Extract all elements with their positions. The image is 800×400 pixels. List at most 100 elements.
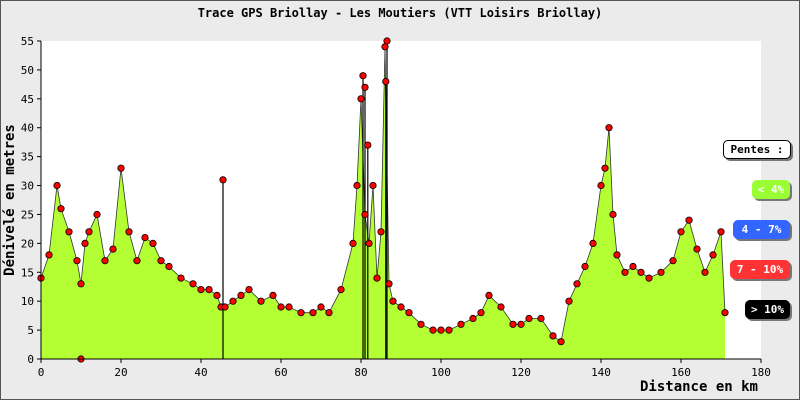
profile-point (525, 314, 533, 323)
profile-point (325, 309, 333, 317)
profile-point (609, 210, 617, 219)
profile-point (213, 291, 221, 299)
profile-point (73, 257, 81, 265)
x-tick-label: 140 (591, 366, 611, 379)
legend-entry-gt10: > 10% (745, 300, 790, 319)
profile-point (721, 309, 729, 317)
profile-point (589, 239, 597, 247)
profile-point (157, 257, 165, 265)
profile-point (629, 262, 637, 271)
profile-point (429, 326, 437, 334)
profile-point (361, 210, 369, 219)
spike-point (364, 141, 372, 149)
spike-point (359, 72, 367, 80)
profile-point (509, 320, 517, 328)
profile-point (457, 320, 465, 328)
x-tick-label: 20 (114, 366, 127, 379)
profile-point (277, 303, 285, 311)
profile-point (53, 181, 61, 190)
profile-point (357, 95, 365, 103)
profile-point (601, 164, 609, 172)
profile-point (605, 124, 613, 132)
profile-point (645, 274, 653, 282)
profile-point (685, 216, 693, 224)
y-tick-label: 5 (27, 324, 34, 337)
profile-point (565, 297, 573, 305)
legend-entry-7-10: 7 - 10% (730, 260, 790, 279)
profile-point (141, 234, 149, 242)
profile-point (165, 262, 173, 271)
profile-point (717, 228, 725, 236)
profile-point (637, 268, 645, 276)
profile-point (417, 320, 425, 328)
x-tick-label: 120 (511, 366, 531, 379)
profile-point (377, 228, 385, 236)
profile-point (537, 314, 545, 323)
profile-points (37, 37, 729, 363)
profile-area (40, 46, 726, 360)
profile-point (693, 245, 701, 253)
x-tick-label: 0 (38, 366, 45, 379)
profile-point (517, 320, 525, 328)
x-tick-label: 60 (274, 366, 287, 379)
profile-point (373, 274, 381, 282)
x-tick-label: 80 (354, 366, 367, 379)
profile-point (197, 285, 205, 294)
y-tick-label: 10 (21, 295, 34, 308)
legend-title: Pentes : (723, 140, 791, 159)
profile-point (445, 326, 453, 334)
y-tick-labels: 0 5 10 15 20 25 30 35 40 45 50 55 (21, 35, 34, 366)
profile-point (297, 309, 305, 317)
y-tick-label: 25 (21, 208, 34, 221)
y-tick-label: 45 (21, 93, 34, 106)
profile-point (81, 239, 89, 247)
profile-point (557, 338, 565, 346)
profile-point (657, 268, 665, 276)
profile-point (389, 297, 397, 305)
profile-point (701, 268, 709, 276)
profile-point (549, 332, 557, 340)
profile-point (177, 274, 185, 282)
profile-point (221, 303, 229, 311)
profile-point (229, 297, 237, 305)
y-tick-label: 40 (21, 122, 34, 135)
y-tick-label: 0 (27, 353, 34, 366)
profile-point (497, 303, 505, 311)
profile-point (101, 257, 109, 265)
profile-point (133, 257, 141, 265)
profile-point (257, 297, 265, 305)
y-tick-label: 55 (21, 35, 34, 48)
x-tick-label: 160 (671, 366, 691, 379)
profile-fill (41, 46, 725, 360)
x-tick-label: 100 (431, 366, 451, 379)
profile-point (385, 280, 393, 288)
profile-point (613, 251, 621, 259)
spike-point (361, 83, 369, 91)
profile-point (353, 181, 361, 190)
profile-point (125, 228, 133, 236)
legend-entry-4-7: 4 - 7% (733, 220, 790, 239)
profile-point (149, 239, 157, 247)
profile-point (397, 303, 405, 311)
profile-point (349, 239, 357, 247)
chart-title: Trace GPS Briollay - Les Moutiers (VTT L… (198, 6, 603, 20)
y-tick-label: 35 (21, 151, 34, 164)
profile-point (469, 314, 477, 323)
x-tick-label: 40 (194, 366, 207, 379)
profile-point (573, 280, 581, 288)
spike-point (383, 37, 391, 45)
spike-point (382, 77, 390, 86)
profile-point (477, 309, 485, 317)
y-tick-label: 30 (21, 180, 34, 193)
profile-point (117, 164, 125, 172)
axes (37, 40, 762, 363)
y-tick-label: 20 (21, 237, 34, 250)
legend-entry-lt4: < 4% (752, 180, 790, 199)
x-tick-label: 180 (751, 366, 771, 379)
profile-point (245, 285, 253, 294)
profile-point (189, 280, 197, 288)
profile-line (40, 46, 726, 343)
profile-point (309, 309, 317, 317)
profile-point (57, 205, 65, 213)
